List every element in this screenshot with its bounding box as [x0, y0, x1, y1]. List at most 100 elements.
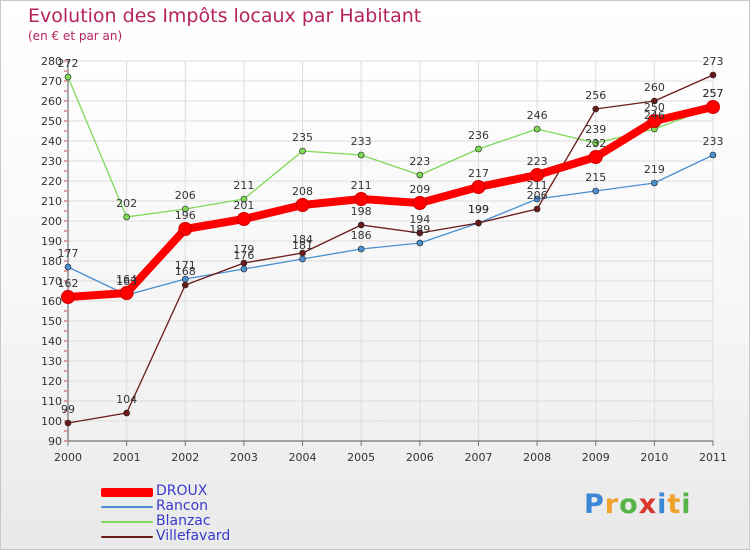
- point-villefavard: [533, 205, 541, 213]
- data-label-blanzac: 235: [292, 131, 313, 144]
- legend-swatch: [101, 506, 153, 508]
- point-blanzac: [416, 171, 424, 179]
- point-rancon: [416, 239, 424, 247]
- series-line-droux: [64, 103, 717, 301]
- x-tick-label: 2001: [113, 451, 141, 464]
- point-blanzac: [475, 145, 482, 153]
- point-droux: [354, 192, 369, 206]
- point-droux: [471, 180, 486, 194]
- point-blanzac: [533, 125, 541, 133]
- data-label-villefavard: 194: [409, 213, 430, 226]
- data-labels: 162 164 196 201 208 211 209 217 223 232 250 257 177 1…: [58, 55, 724, 416]
- data-label-droux: 250: [644, 101, 665, 114]
- data-label-droux: 211: [351, 179, 372, 192]
- data-label-rancon: 233: [703, 135, 724, 148]
- y-tick-label: 180: [41, 255, 62, 268]
- plot-background: [68, 61, 713, 441]
- data-label-rancon: 181: [292, 239, 313, 252]
- data-label-droux: 164: [116, 273, 137, 286]
- data-label-rancon: 189: [409, 223, 430, 236]
- legend-label: Villefavard: [156, 528, 231, 544]
- y-tick-label: 150: [41, 315, 62, 328]
- data-label-droux: 232: [585, 137, 606, 150]
- data-label-droux: 217: [468, 167, 489, 180]
- data-label-rancon: 215: [585, 171, 606, 184]
- point-blanzac: [181, 205, 189, 213]
- point-blanzac: [592, 139, 600, 147]
- data-label-rancon: 176: [233, 249, 254, 262]
- data-label-villefavard: 199: [468, 203, 489, 216]
- point-rancon: [240, 265, 248, 273]
- data-label-blanzac: 246: [644, 109, 665, 122]
- x-tick-label: 2010: [640, 451, 668, 464]
- data-label-rancon: 163: [116, 275, 137, 288]
- series-line-villefavard: [67, 74, 714, 424]
- logo-letter: i: [657, 489, 668, 520]
- point-rancon: [299, 255, 306, 263]
- y-tick-label: 130: [41, 355, 62, 368]
- data-label-villefavard: 260: [644, 81, 665, 94]
- data-label-blanzac: 202: [116, 197, 137, 210]
- logo-letter: o: [619, 489, 639, 520]
- legend-label: Rancon: [156, 498, 209, 514]
- y-tick-label: 220: [41, 175, 62, 188]
- point-villefavard: [357, 221, 365, 229]
- logo-letter: i: [681, 489, 692, 520]
- data-label-villefavard: 273: [703, 55, 724, 68]
- logo-letter: r: [604, 489, 620, 520]
- point-droux: [61, 290, 75, 304]
- point-villefavard: [651, 97, 658, 105]
- logo-letter: x: [638, 489, 658, 520]
- legend-item-droux: DROUX: [101, 483, 301, 500]
- data-label-droux: 201: [233, 199, 254, 212]
- point-rancon: [592, 187, 600, 195]
- point-droux: [647, 114, 662, 128]
- data-label-rancon: 211: [527, 179, 548, 192]
- y-tick-label: 250: [41, 115, 62, 128]
- y-tick-label: 120: [41, 375, 62, 388]
- point-rancon: [709, 151, 717, 159]
- y-tick-label: 170: [41, 275, 62, 288]
- data-label-blanzac: 257: [703, 87, 724, 100]
- data-label-droux: 162: [58, 277, 79, 290]
- legend-swatch: [101, 521, 153, 523]
- data-label-droux: 208: [292, 185, 313, 198]
- x-tick-label: 2002: [171, 451, 199, 464]
- point-rancon: [357, 245, 365, 253]
- point-droux: [530, 168, 545, 182]
- data-label-droux: 209: [409, 183, 430, 196]
- y-tick-label: 160: [41, 295, 62, 308]
- point-droux: [295, 198, 310, 212]
- legend-label: Blanzac: [156, 513, 211, 529]
- legend-swatch: [101, 536, 153, 538]
- x-tick-label: 2009: [582, 451, 610, 464]
- data-label-villefavard: 168: [175, 265, 196, 278]
- point-blanzac: [64, 73, 72, 81]
- data-label-rancon: 219: [644, 163, 665, 176]
- point-droux: [178, 222, 193, 236]
- chart-subtitle: (en € et par an): [28, 29, 123, 43]
- point-droux: [588, 150, 603, 164]
- data-label-blanzac: 272: [58, 57, 79, 70]
- point-villefavard: [299, 249, 306, 257]
- y-tick-label: 240: [41, 135, 62, 148]
- logo-letter: P: [584, 489, 605, 520]
- data-label-rancon: 171: [175, 259, 196, 272]
- proxiti-logo: Proxiti: [584, 489, 692, 520]
- point-villefavard: [709, 71, 717, 79]
- point-blanzac: [299, 147, 306, 155]
- data-label-blanzac: 223: [409, 155, 430, 168]
- y-tick-label: 140: [41, 335, 62, 348]
- point-villefavard: [475, 219, 482, 227]
- y-tick-label: 210: [41, 195, 62, 208]
- point-blanzac: [123, 213, 130, 221]
- legend: DROUX Rancon Blanzac Villefavard: [101, 483, 301, 545]
- point-droux: [236, 212, 251, 226]
- x-tick-label: 2011: [699, 451, 727, 464]
- point-droux: [706, 100, 720, 114]
- legend-item-blanzac: Blanzac: [101, 513, 301, 530]
- y-tick-label: 110: [41, 395, 62, 408]
- logo-letter: t: [667, 489, 682, 520]
- x-tick-label: 2005: [347, 451, 375, 464]
